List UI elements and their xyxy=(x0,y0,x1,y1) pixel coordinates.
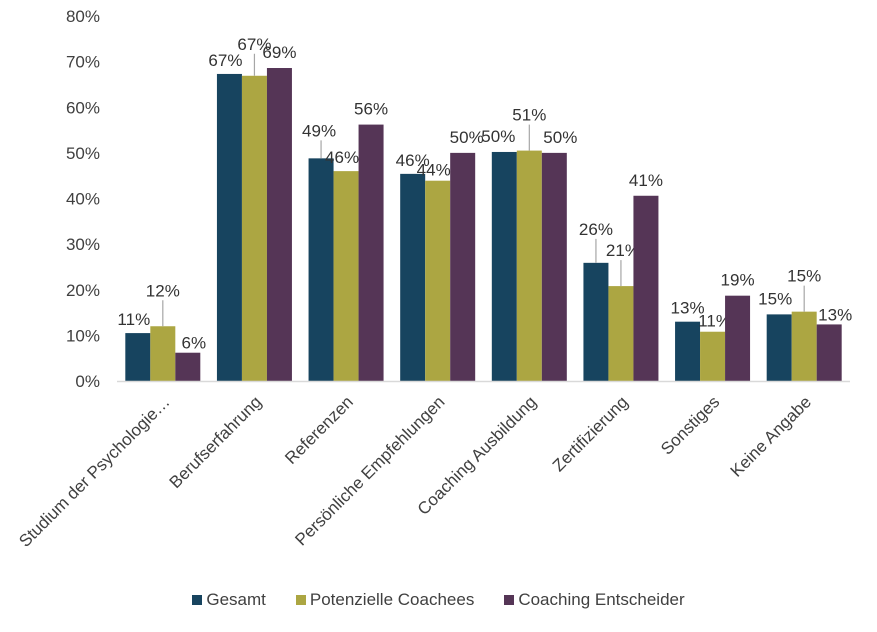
data-label: 67% xyxy=(237,35,271,54)
data-label: 46% xyxy=(396,151,430,170)
data-label: 50% xyxy=(481,127,515,146)
x-tick-label: Keine Angabe xyxy=(727,392,815,480)
bar xyxy=(216,73,242,381)
data-label: 56% xyxy=(354,100,388,119)
bar xyxy=(450,152,476,381)
y-tick-label: 0% xyxy=(75,372,100,391)
bars: 11%12%6%67%67%69%49%46%56%46%44%50%50%51… xyxy=(117,35,852,382)
bar xyxy=(541,152,567,381)
bar xyxy=(333,171,359,381)
data-label: 44% xyxy=(417,161,451,180)
data-label: 19% xyxy=(721,271,755,290)
x-tick-label: Studium der Psychologie… xyxy=(15,392,173,550)
legend-item-gesamt: Gesamt xyxy=(192,590,266,610)
data-label: 15% xyxy=(787,267,821,286)
y-tick-label: 20% xyxy=(66,281,100,300)
data-label: 41% xyxy=(629,171,663,190)
bar xyxy=(725,295,751,381)
bar xyxy=(308,158,334,381)
bar xyxy=(241,75,267,382)
legend-label: Coaching Entscheider xyxy=(518,590,685,609)
y-tick-label: 70% xyxy=(66,53,100,72)
data-label: 11% xyxy=(698,312,731,331)
legend-item-coaching-entscheider: Coaching Entscheider xyxy=(504,590,685,610)
legend-label: Gesamt xyxy=(206,590,266,609)
data-label: 51% xyxy=(512,106,546,125)
x-axis-labels: Studium der Psychologie…Berufserfahrung R… xyxy=(15,392,815,550)
data-label: 50% xyxy=(450,128,484,147)
bar-chart: 0% 10% 20% 30% 40% 50% 60% 70% 80% 11% 12% 6% 67%67… xyxy=(15,7,852,551)
bar xyxy=(583,262,609,381)
bar xyxy=(675,321,701,381)
legend: Gesamt Potenzielle Coachees Coaching Ent… xyxy=(0,590,877,610)
legend-swatch xyxy=(504,595,515,605)
data-label: 11% xyxy=(117,310,150,329)
bar xyxy=(816,324,842,381)
data-label: 12% xyxy=(146,281,180,300)
data-label: 15% xyxy=(758,289,792,308)
data-label: 13% xyxy=(818,305,852,324)
legend-swatch xyxy=(295,595,306,605)
data-label: 26% xyxy=(579,220,613,239)
y-tick-label: 30% xyxy=(66,235,100,254)
x-tick-label: Sonstiges xyxy=(657,392,723,458)
legend-swatch xyxy=(192,595,203,605)
data-label: 67% xyxy=(208,51,242,70)
x-tick-label: Referenzen xyxy=(281,392,357,468)
bar xyxy=(400,173,426,381)
bar xyxy=(150,326,176,381)
bar xyxy=(608,286,634,381)
bar xyxy=(358,124,384,382)
data-label: 50% xyxy=(543,128,577,147)
bar xyxy=(125,333,151,381)
bar xyxy=(766,314,792,381)
bar xyxy=(266,68,292,381)
y-tick-label: 80% xyxy=(66,7,100,26)
data-label: 13% xyxy=(671,299,705,318)
bar xyxy=(791,311,817,381)
data-label: 6% xyxy=(182,334,207,353)
bar xyxy=(700,331,726,381)
legend-label: Potenzielle Coachees xyxy=(309,590,475,609)
x-tick-label: Zertifizierung xyxy=(549,392,632,475)
y-tick-label: 10% xyxy=(66,326,100,345)
bar xyxy=(633,195,659,381)
y-tick-label: 60% xyxy=(66,98,100,117)
x-tick-label: Persönliche Empfehlungen xyxy=(291,392,448,549)
bar xyxy=(425,180,451,381)
data-label: 21% xyxy=(606,241,640,260)
bar xyxy=(175,352,201,381)
y-tick-label: 50% xyxy=(66,144,100,163)
legend-item-potenzielle-coachees: Potenzielle Coachees xyxy=(295,590,475,610)
bar xyxy=(516,150,542,381)
bar xyxy=(491,151,517,381)
data-label: 69% xyxy=(262,43,296,62)
y-axis: 0% 10% 20% 30% 40% 50% 60% 70% 80% xyxy=(66,7,100,391)
y-tick-label: 40% xyxy=(66,190,100,209)
x-tick-label: Berufserfahrung xyxy=(166,392,266,492)
data-label: 49% xyxy=(302,121,336,140)
data-label: 46% xyxy=(325,148,359,167)
